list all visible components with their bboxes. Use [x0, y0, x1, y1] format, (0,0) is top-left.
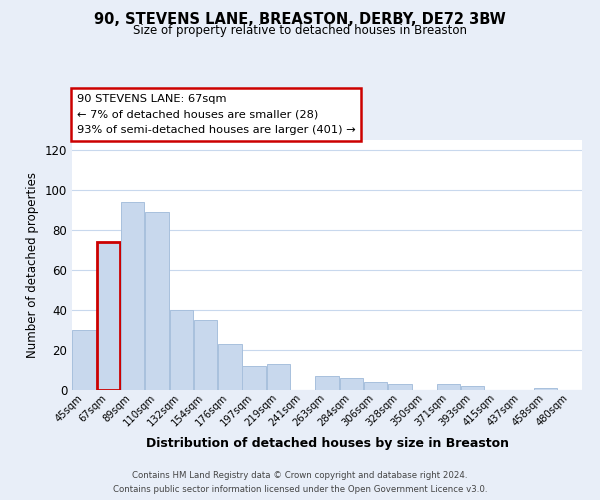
Bar: [97, 242, 120, 390]
Bar: [340, 378, 363, 390]
Text: Contains HM Land Registry data © Crown copyright and database right 2024.
Contai: Contains HM Land Registry data © Crown c…: [113, 472, 487, 494]
X-axis label: Distribution of detached houses by size in Breaston: Distribution of detached houses by size …: [146, 436, 509, 450]
Bar: [121, 202, 145, 390]
Bar: [315, 376, 339, 390]
Bar: [242, 366, 266, 390]
Y-axis label: Number of detached properties: Number of detached properties: [26, 172, 39, 358]
Bar: [364, 382, 388, 390]
Bar: [194, 320, 217, 390]
Bar: [388, 384, 412, 390]
Bar: [145, 212, 169, 390]
Bar: [534, 388, 557, 390]
Bar: [170, 310, 193, 390]
Bar: [266, 364, 290, 390]
Text: Size of property relative to detached houses in Breaston: Size of property relative to detached ho…: [133, 24, 467, 37]
Bar: [461, 386, 484, 390]
Text: 90 STEVENS LANE: 67sqm
← 7% of detached houses are smaller (28)
93% of semi-deta: 90 STEVENS LANE: 67sqm ← 7% of detached …: [77, 94, 356, 135]
Bar: [73, 330, 96, 390]
Bar: [437, 384, 460, 390]
Bar: [218, 344, 242, 390]
Text: 90, STEVENS LANE, BREASTON, DERBY, DE72 3BW: 90, STEVENS LANE, BREASTON, DERBY, DE72 …: [94, 12, 506, 28]
